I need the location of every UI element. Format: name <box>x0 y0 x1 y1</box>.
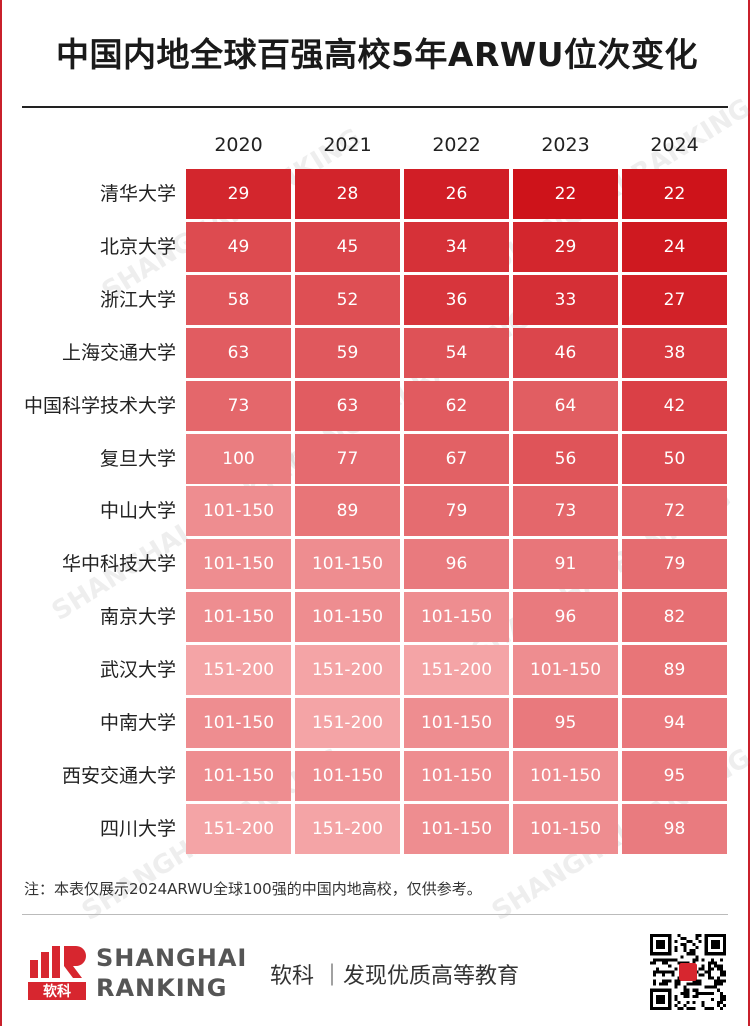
heatmap-cell: 101-150 <box>513 751 618 801</box>
title-divider <box>22 106 728 108</box>
heatmap-cell: 45 <box>295 222 400 272</box>
heatmap-cell: 50 <box>622 434 727 484</box>
heatmap-cell: 151-200 <box>295 645 400 695</box>
heatmap-cell: 100 <box>186 434 291 484</box>
heatmap-cell: 49 <box>186 222 291 272</box>
heatmap-cell: 101-150 <box>186 539 291 589</box>
heatmap-cell: 95 <box>513 698 618 748</box>
heatmap-cell: 151-200 <box>295 804 400 854</box>
heatmap-cell: 62 <box>404 381 509 431</box>
university-label: 中山大学 <box>99 500 176 522</box>
heatmap-cell: 101-150 <box>186 751 291 801</box>
heatmap-cell: 22 <box>513 169 618 219</box>
heatmap-cell: 38 <box>622 328 727 378</box>
footer-divider <box>22 914 728 915</box>
university-label: 武汉大学 <box>99 659 176 681</box>
heatmap-cell: 56 <box>513 434 618 484</box>
heatmap-cell: 101-150 <box>186 592 291 642</box>
university-label: 南京大学 <box>99 606 176 628</box>
heatmap-cell: 89 <box>622 645 727 695</box>
heatmap-cell: 101-150 <box>404 698 509 748</box>
year-header-2022: 2022 <box>432 134 481 156</box>
heatmap-cell: 24 <box>622 222 727 272</box>
university-label: 中南大学 <box>99 712 176 734</box>
heatmap-cell: 101-150 <box>513 804 618 854</box>
heatmap-cell: 29 <box>513 222 618 272</box>
heatmap-cell: 34 <box>404 222 509 272</box>
heatmap-cell: 77 <box>295 434 400 484</box>
heatmap-cell: 58 <box>186 275 291 325</box>
heatmap-cell: 29 <box>186 169 291 219</box>
heatmap-cell: 151-200 <box>186 804 291 854</box>
heatmap-cell: 94 <box>622 698 727 748</box>
heatmap-cell: 33 <box>513 275 618 325</box>
logo-cn-text: 软科 <box>43 983 71 1000</box>
heatmap-cell: 59 <box>295 328 400 378</box>
heatmap-cell: 151-200 <box>295 698 400 748</box>
heatmap-cell: 91 <box>513 539 618 589</box>
university-label: 西安交通大学 <box>61 765 176 787</box>
heatmap-cell: 101-150 <box>295 751 400 801</box>
heatmap-cell: 101-150 <box>404 751 509 801</box>
heatmap-cell: 63 <box>186 328 291 378</box>
heatmap-cell: 101-150 <box>186 698 291 748</box>
heatmap-cell: 79 <box>622 539 727 589</box>
heatmap-cell: 96 <box>404 539 509 589</box>
heatmap-cell: 26 <box>404 169 509 219</box>
shanghai-ranking-logo-icon: 软科 <box>28 944 86 1000</box>
university-label: 中国科学技术大学 <box>23 395 176 417</box>
heatmap-cell: 52 <box>295 275 400 325</box>
heatmap-cell: 82 <box>622 592 727 642</box>
heatmap-cell: 73 <box>513 486 618 536</box>
heatmap-cell: 63 <box>295 381 400 431</box>
year-header-2023: 2023 <box>541 134 590 156</box>
university-label: 复旦大学 <box>99 448 176 470</box>
heatmap-cell: 89 <box>295 486 400 536</box>
heatmap-cell: 101-150 <box>186 486 291 536</box>
heatmap-cell: 101-150 <box>404 592 509 642</box>
heatmap-cell: 101-150 <box>295 539 400 589</box>
university-label: 上海交通大学 <box>61 342 176 364</box>
university-label: 清华大学 <box>99 183 176 205</box>
heatmap-cell: 79 <box>404 486 509 536</box>
footer-slogan: 软科 ｜发现优质高等教育 <box>270 964 519 989</box>
heatmap-cell: 151-200 <box>404 645 509 695</box>
page-title: 中国内地全球百强高校5年ARWU位次变化 <box>55 35 699 74</box>
university-label: 浙江大学 <box>99 289 176 311</box>
heatmap-cell: 42 <box>622 381 727 431</box>
heatmap-cell: 101-150 <box>404 804 509 854</box>
heatmap-cell: 54 <box>404 328 509 378</box>
logo-text-shanghai: SHANGHAI <box>96 944 248 972</box>
heatmap-cell: 95 <box>622 751 727 801</box>
university-label: 华中科技大学 <box>61 553 176 575</box>
heatmap-cell: 151-200 <box>186 645 291 695</box>
heatmap-cell: 73 <box>186 381 291 431</box>
heatmap-cell: 64 <box>513 381 618 431</box>
heatmap-cell: 28 <box>295 169 400 219</box>
logo-text-ranking: RANKING <box>96 974 228 1002</box>
heatmap-cell: 98 <box>622 804 727 854</box>
heatmap-cell: 36 <box>404 275 509 325</box>
heatmap-cell: 27 <box>622 275 727 325</box>
university-label: 四川大学 <box>99 818 176 840</box>
footnote: 注：本表仅展示2024ARWU全球100强的中国内地高校，仅供参考。 <box>24 880 482 898</box>
heatmap-cell: 101-150 <box>295 592 400 642</box>
heatmap-cell: 22 <box>622 169 727 219</box>
heatmap-cell: 72 <box>622 486 727 536</box>
year-header-2024: 2024 <box>650 134 699 156</box>
heatmap-cell: 46 <box>513 328 618 378</box>
heatmap-cell: 67 <box>404 434 509 484</box>
year-header-2021: 2021 <box>323 134 372 156</box>
year-header-2020: 2020 <box>214 134 263 156</box>
heatmap-cell: 101-150 <box>513 645 618 695</box>
qr-code-icon <box>650 934 726 1010</box>
university-label: 北京大学 <box>99 236 176 258</box>
heatmap-cell: 96 <box>513 592 618 642</box>
